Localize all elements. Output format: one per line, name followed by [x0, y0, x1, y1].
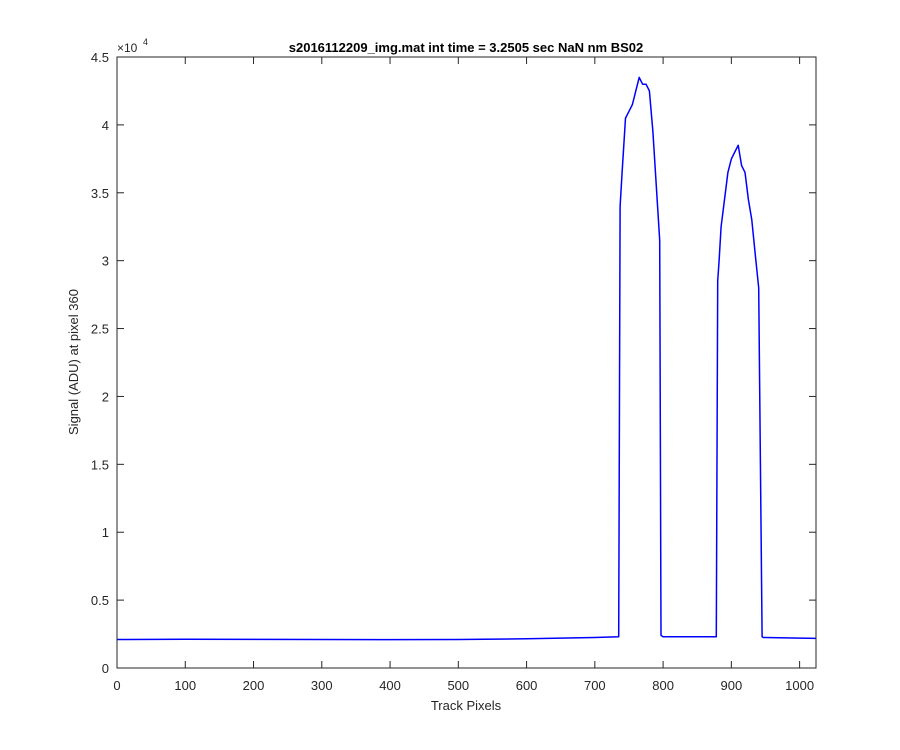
y-tick-label: 1.5: [91, 457, 109, 472]
x-ticks: 0 100 200 300 400 500 600 700 800 900 1000: [113, 57, 814, 693]
y-tick-label: 3.5: [91, 186, 109, 201]
y-tick-label: 4: [102, 118, 109, 133]
y-tick-label: 3: [102, 254, 109, 269]
y-exponent-base: ×10: [117, 41, 138, 55]
axes-box: [116, 56, 817, 669]
y-tick-label: 2.5: [91, 322, 109, 337]
y-tick-label: 0.5: [91, 593, 109, 608]
chart-title: s2016112209_img.mat int time = 3.2505 se…: [289, 40, 643, 55]
x-tick-label: 900: [721, 678, 743, 693]
x-tick-label: 100: [174, 678, 196, 693]
x-tick-label: 500: [447, 678, 469, 693]
y-ticks: 0 0.5 1 1.5 2 2.5 3 3.5 4 4.5: [91, 50, 816, 676]
y-axis-label: Signal (ADU) at pixel 360: [66, 289, 81, 435]
x-tick-label: 700: [584, 678, 606, 693]
y-exponent-label: ×10 4: [117, 37, 148, 55]
x-tick-label: 400: [379, 678, 401, 693]
series-line-1: [116, 76, 817, 641]
y-tick-label: 2: [102, 389, 109, 404]
x-tick-label: 0: [113, 678, 120, 693]
x-tick-label: 1000: [785, 678, 814, 693]
plot-area: [117, 57, 816, 668]
y-tick-label: 4.5: [91, 50, 109, 65]
x-tick-label: 300: [311, 678, 333, 693]
y-tick-label: 0: [102, 661, 109, 676]
y-tick-label: 1: [102, 525, 109, 540]
y-exponent-power: 4: [143, 37, 148, 47]
axes-frame: [116, 56, 817, 669]
x-tick-label: 200: [243, 678, 265, 693]
x-axis-label: Track Pixels: [431, 698, 502, 713]
series-layer: [116, 76, 817, 641]
x-tick-label: 800: [652, 678, 674, 693]
x-tick-label: 600: [516, 678, 538, 693]
